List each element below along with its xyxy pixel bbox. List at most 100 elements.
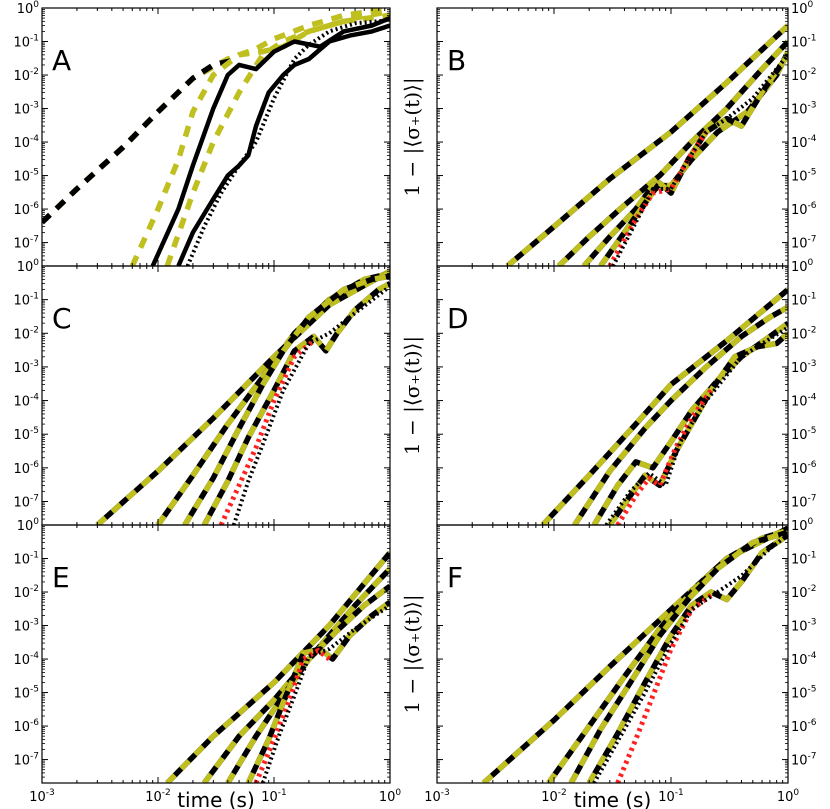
- y-tick-label: 10-4: [791, 134, 817, 151]
- series-line-curve-4-olive: [586, 532, 788, 783]
- y-tick-label: 10-2: [13, 67, 39, 84]
- x-tick-label: 10-2: [145, 788, 171, 805]
- plot-frame: [436, 7, 789, 267]
- series-line-black-dotted: [592, 533, 788, 783]
- series-line-curve-1-olive: [95, 268, 390, 525]
- y-tick-label: 100: [791, 258, 814, 275]
- y-tick-label: 10-5: [791, 426, 817, 443]
- series-group: [540, 287, 788, 525]
- y-tick-label: 10-3: [791, 359, 817, 376]
- y-tick-label: 10-3: [13, 359, 39, 376]
- plot-frame: [41, 265, 391, 526]
- y-tick-label: 10-2: [791, 67, 817, 84]
- series-line-curve-1-olive: [165, 550, 390, 783]
- series-line-black-solid-2: [176, 23, 390, 266]
- panel-d: 100 10-1 10-2 10-3 10-4 10-5 10-6 10-7 D: [436, 258, 817, 526]
- panel-f: 100 10-1 10-2 10-3 10-4 10-5 10-6 10-7 10-3 10-2 1…: [424, 517, 817, 805]
- y-tick-label: 10-5: [791, 168, 817, 185]
- series-line-curve-4-black: [201, 281, 390, 525]
- y-tick-label: 10-1: [13, 34, 39, 51]
- y-tick-label: 10-6: [13, 201, 39, 218]
- y-tick-label: 10-4: [13, 134, 39, 151]
- y-tick-label: 10-1: [13, 292, 39, 309]
- y-tick-label: 10-2: [13, 325, 39, 342]
- y-tick-label: 10-1: [13, 551, 39, 568]
- y-axis-title: 1 − |⟨σ₊(t)⟩|: [400, 77, 425, 196]
- series-group: [165, 550, 390, 783]
- x-tick-label: 100: [379, 788, 402, 805]
- series-group: [42, 8, 390, 266]
- y-tick-label: 10-1: [791, 34, 817, 51]
- panel-letter: C: [52, 302, 72, 335]
- y-axis-title: 1 − |⟨σ₊(t)⟩|: [400, 594, 425, 713]
- panel-b: 100 10-1 10-2 10-3 10-4 10-5 10-6 10-7 B: [436, 0, 817, 267]
- series-line-curve-3-olive: [591, 320, 788, 525]
- panel-a: 100 10-1 10-2 10-3 10-4 10-5 10-6 10-7 A: [13, 0, 391, 267]
- y-tick-label: 100: [791, 517, 814, 534]
- x-tick-label: 10-1: [658, 788, 684, 805]
- plot-frame: [41, 524, 391, 784]
- series-line-curve-2-olive: [572, 304, 788, 525]
- plot-frame: [436, 265, 789, 526]
- series-line-black-dotted: [611, 53, 788, 266]
- y-tick-label: 10-6: [13, 718, 39, 735]
- series-line-curve-3-olive: [182, 273, 390, 525]
- y-tick-label: 10-5: [13, 685, 39, 702]
- panel-letter: E: [52, 561, 70, 594]
- y-tick-label: 10-6: [791, 201, 817, 218]
- panel-c: 100 10-1 10-2 10-3 10-4 10-5 10-6 10-7 C: [13, 258, 391, 526]
- y-tick-label: 10-4: [791, 393, 817, 410]
- panel-letter: F: [447, 561, 463, 594]
- x-axis-title: time (s): [574, 788, 652, 809]
- y-tick-label: 10-2: [791, 325, 817, 342]
- x-tick-label: 10-1: [261, 788, 287, 805]
- series-line-black-dashed-1: [42, 56, 240, 225]
- series-line-curve-3-black: [225, 583, 390, 783]
- y-tick-label: 10-5: [791, 685, 817, 702]
- y-tick-label: 10-5: [13, 168, 39, 185]
- series-line-red-dotted: [607, 130, 709, 266]
- y-tick-label: 100: [17, 517, 40, 534]
- plot-frame: [436, 524, 789, 784]
- y-tick-label: 10-7: [791, 493, 817, 510]
- series-line-red-dotted: [615, 593, 713, 783]
- series-line-curve-1-olive: [540, 287, 788, 525]
- panel-letter: D: [447, 302, 469, 335]
- series-line-black-solid-1: [150, 16, 390, 266]
- y-tick-label: 10-4: [791, 651, 817, 668]
- series-line-black-dotted: [604, 325, 788, 525]
- series-line-curve-1-black: [505, 23, 788, 266]
- y-tick-label: 10-2: [791, 584, 817, 601]
- y-tick-label: 10-7: [13, 752, 39, 769]
- series-line-curve-2-olive: [556, 39, 788, 266]
- series-line-curve-3-olive: [568, 529, 788, 783]
- x-axis-title: time (s): [177, 788, 255, 809]
- series-line-olive-dashed-3: [164, 12, 390, 266]
- y-tick-label: 10-3: [13, 101, 39, 118]
- series-line-curve-4-olive: [598, 53, 788, 266]
- y-tick-label: 10-6: [791, 460, 817, 477]
- y-tick-label: 10-5: [13, 426, 39, 443]
- y-tick-label: 10-7: [13, 493, 39, 510]
- series-line-curve-2-black: [572, 304, 788, 525]
- series-line-curve-3-black: [568, 529, 788, 783]
- y-tick-label: 10-1: [791, 292, 817, 309]
- y-tick-label: 10-6: [13, 460, 39, 477]
- series-line-curve-2-olive: [201, 566, 390, 783]
- series-group: [505, 23, 788, 266]
- series-line-olive-dashed-2: [129, 8, 390, 266]
- series-line-curve-1-olive: [505, 23, 788, 266]
- y-tick-label: 100: [17, 258, 40, 275]
- y-tick-label: 10-7: [791, 235, 817, 252]
- x-tick-label: 10-3: [424, 788, 450, 805]
- y-tick-label: 10-1: [791, 551, 817, 568]
- series-line-black-dotted-1: [185, 17, 390, 266]
- y-axis-title: 1 − |⟨σ₊(t)⟩|: [400, 336, 425, 455]
- y-tick-label: 10-4: [13, 651, 39, 668]
- plot-frame: [41, 7, 391, 267]
- series-group: [95, 268, 390, 525]
- series-line-curve-1-black: [95, 268, 390, 525]
- panel-letter: B: [447, 44, 466, 77]
- panel-letter: A: [52, 44, 71, 77]
